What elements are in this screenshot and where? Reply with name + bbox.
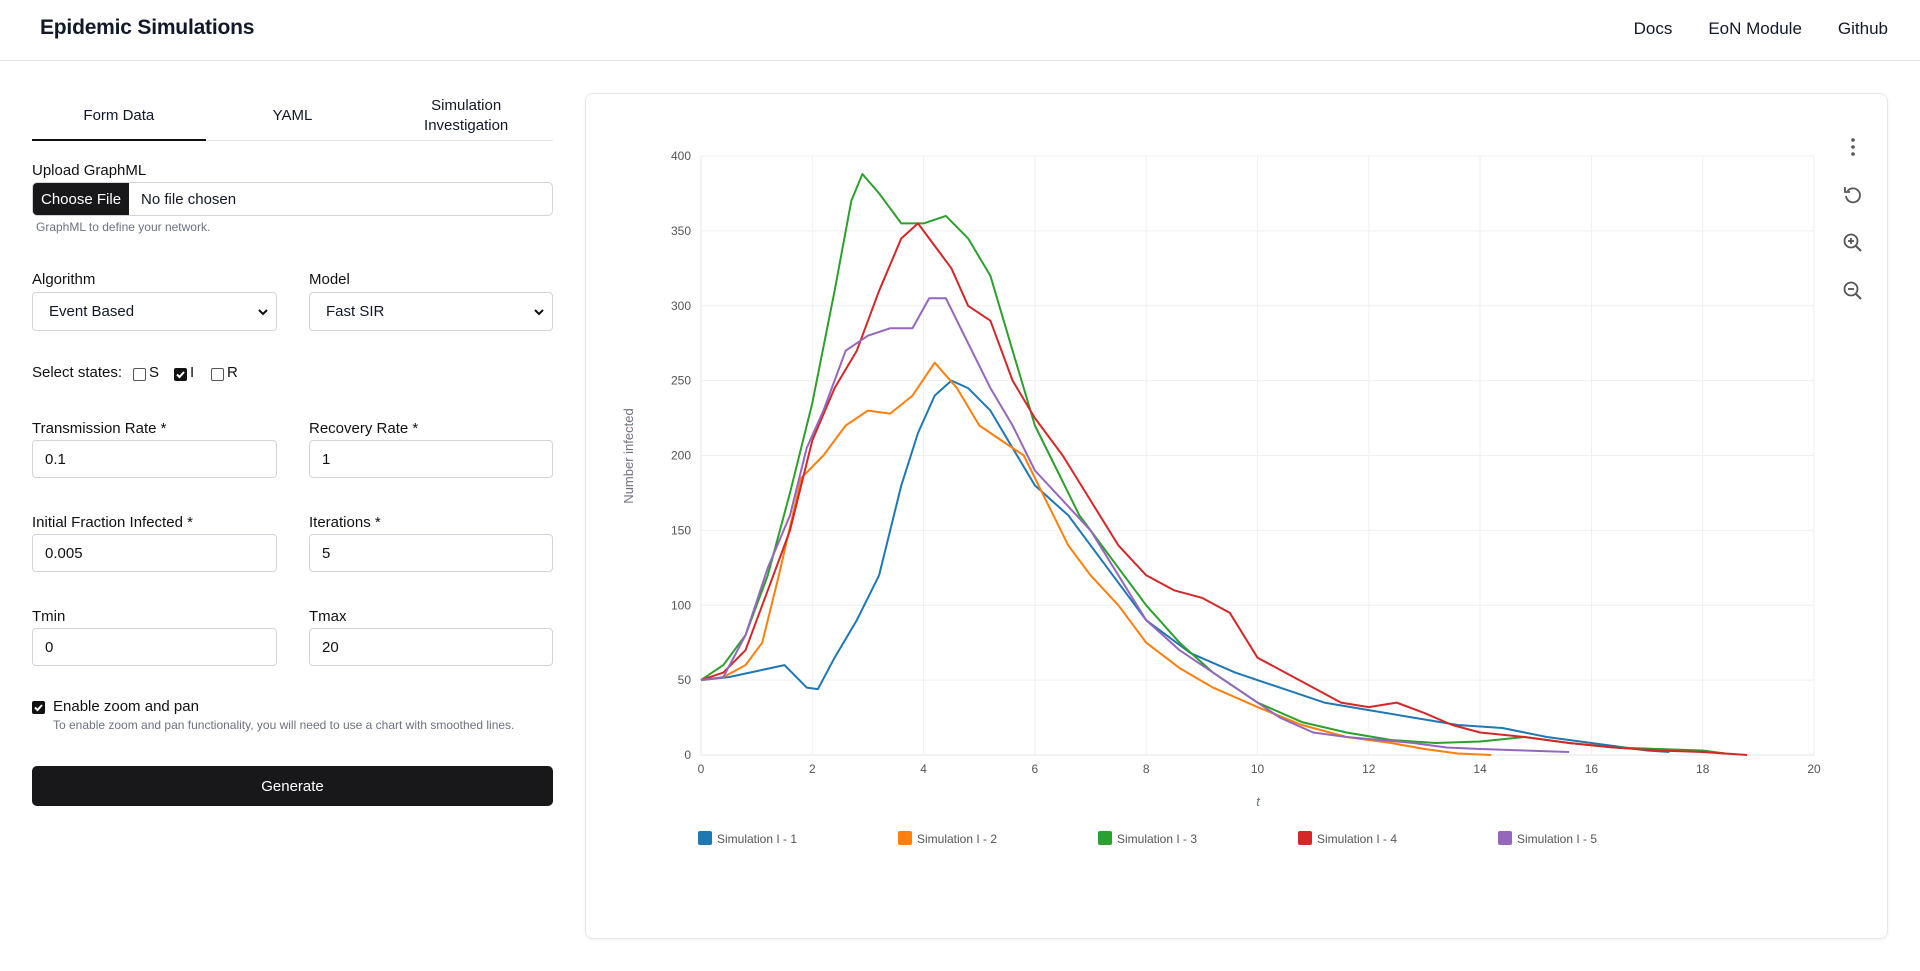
legend-label-1[interactable]: Simulation I - 1 [717, 832, 797, 846]
initial-fraction-label: Initial Fraction Infected * [32, 514, 193, 531]
initial-fraction-input[interactable] [32, 534, 277, 572]
form-tabs: Form Data YAML Simulation Investigation [32, 92, 553, 141]
legend-label-4[interactable]: Simulation I - 4 [1317, 832, 1397, 846]
y-tick-label: 0 [684, 748, 691, 762]
model-select[interactable]: Fast SIR [309, 292, 553, 331]
x-tick-label: 6 [1032, 762, 1039, 776]
legend-swatch-5[interactable] [1498, 831, 1512, 845]
legend-label-5[interactable]: Simulation I - 5 [1517, 832, 1597, 846]
y-tick-label: 350 [671, 224, 691, 238]
x-tick-label: 20 [1807, 762, 1821, 776]
recovery-rate-input[interactable] [309, 440, 553, 478]
enable-zoom-label: Enable zoom and pan [53, 698, 199, 715]
transmission-rate-input[interactable] [32, 440, 277, 478]
series-line-4 [700, 222, 1748, 756]
enable-zoom-checkbox[interactable] [32, 701, 45, 714]
x-axis-label: t [1256, 794, 1261, 809]
y-tick-label: 200 [671, 449, 691, 463]
tab-form-data[interactable]: Form Data [32, 92, 206, 141]
legend-swatch-3[interactable] [1098, 831, 1112, 845]
nav-links: Docs EoN Module Github [1634, 19, 1888, 39]
y-tick-label: 400 [671, 149, 691, 163]
state-r-checkbox[interactable] [211, 368, 224, 381]
x-axis-ticks: 0 2 4 6 8 10 12 14 16 18 20 [698, 762, 1821, 776]
series-line-2 [700, 361, 1492, 756]
y-tick-label: 50 [678, 673, 692, 687]
graphml-file-input[interactable]: Choose File No file chosen [32, 182, 553, 216]
legend-label-3[interactable]: Simulation I - 3 [1117, 832, 1197, 846]
x-tick-label: 18 [1696, 762, 1710, 776]
state-s-label: S [149, 364, 160, 381]
series-line-5 [700, 297, 1570, 753]
chart-series [700, 173, 1748, 756]
chart-card [585, 93, 1888, 939]
series-line-3 [700, 173, 1726, 755]
x-tick-label: 14 [1473, 762, 1487, 776]
tab-yaml[interactable]: YAML [272, 107, 313, 124]
iterations-label: Iterations * [309, 514, 381, 531]
x-tick-label: 10 [1251, 762, 1265, 776]
algorithm-label: Algorithm [32, 271, 96, 288]
nav-docs-link[interactable]: Docs [1633, 19, 1673, 38]
y-tick-label: 300 [671, 299, 691, 313]
state-r-label: R [227, 364, 238, 381]
x-tick-label: 12 [1362, 762, 1376, 776]
chevron-down-icon [534, 309, 544, 316]
more-vertical-icon[interactable] [1840, 134, 1866, 160]
algorithm-select[interactable]: Event Based [32, 292, 277, 331]
chart-grid [700, 155, 1815, 756]
state-s-checkbox[interactable] [133, 368, 146, 381]
chevron-down-icon [258, 309, 268, 316]
x-tick-label: 2 [809, 762, 816, 776]
legend-swatch-4[interactable] [1298, 831, 1312, 845]
upload-help-text: GraphML to define your network. [36, 220, 211, 234]
y-axis-ticks: 0 50 100 150 200 250 300 350 400 [671, 149, 691, 762]
y-tick-label: 250 [671, 374, 691, 388]
select-states-label: Select states: [32, 364, 123, 381]
form-panel: Form Data YAML Simulation Investigation … [32, 92, 553, 806]
legend-swatch-1[interactable] [698, 831, 712, 845]
chart-legend: Simulation I - 1 Simulation I - 2 Simulati… [698, 831, 1597, 846]
top-navbar: Epidemic Simulations Docs EoN Module Git… [0, 0, 1920, 61]
transmission-rate-label: Transmission Rate * [32, 420, 167, 437]
nav-github-link[interactable]: Github [1837, 19, 1888, 38]
generate-button[interactable]: Generate [32, 766, 553, 806]
nav-eon-module-link[interactable]: EoN Module [1708, 19, 1802, 38]
x-tick-label: 16 [1585, 762, 1599, 776]
y-axis-label: Number infected [621, 408, 636, 503]
recovery-rate-label: Recovery Rate * [309, 420, 419, 437]
state-i-checkbox[interactable] [174, 368, 187, 381]
tmin-label: Tmin [32, 608, 66, 625]
upload-graphml-label: Upload GraphML [32, 162, 147, 179]
zoom-in-icon[interactable] [1840, 230, 1866, 256]
legend-label-2[interactable]: Simulation I - 2 [917, 832, 997, 846]
zoom-help-text: To enable zoom and pan functionality, yo… [53, 718, 515, 732]
infection-chart: 0 2 4 6 8 10 12 14 16 18 20 0 50 100 150 200 250 300 350 4… [621, 149, 1821, 846]
x-tick-label: 4 [920, 762, 927, 776]
x-tick-label: 0 [698, 762, 705, 776]
y-tick-label: 150 [671, 523, 691, 537]
zoom-out-icon[interactable] [1840, 278, 1866, 304]
tmin-input[interactable] [32, 628, 277, 666]
x-tick-label: 8 [1143, 762, 1150, 776]
y-tick-label: 100 [671, 598, 691, 612]
iterations-input[interactable] [309, 534, 553, 572]
tab-simulation-investigation[interactable]: Simulation Investigation [424, 97, 509, 134]
state-i-label: I [190, 364, 195, 381]
legend-swatch-2[interactable] [898, 831, 912, 845]
app-title: Epidemic Simulations [40, 16, 255, 39]
tmax-label: Tmax [309, 608, 347, 625]
reset-icon[interactable] [1840, 182, 1866, 208]
tmax-input[interactable] [309, 628, 553, 666]
file-status-text: No file chosen [141, 190, 237, 208]
model-label: Model [309, 271, 350, 288]
choose-file-button[interactable]: Choose File [33, 183, 130, 215]
series-line-1 [700, 379, 1670, 753]
